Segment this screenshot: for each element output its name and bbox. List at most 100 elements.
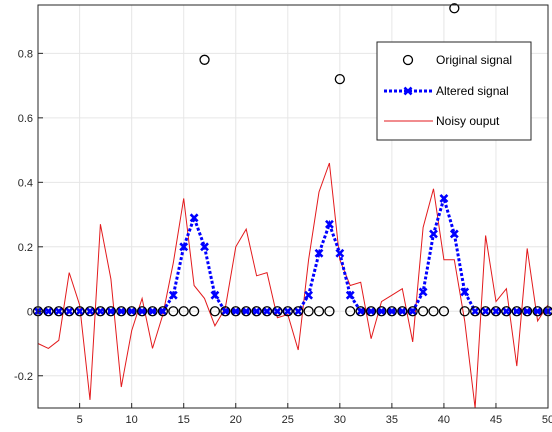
x-tick-label: 25 — [282, 414, 294, 426]
original-signal-point — [105, 306, 117, 317]
altered-signal-point — [116, 306, 126, 316]
original-signal-point — [126, 306, 137, 317]
altered-signal-point — [533, 306, 543, 316]
altered-signal-point — [501, 306, 511, 316]
altered-signal-point — [200, 242, 209, 252]
legend-x-marker — [403, 86, 413, 96]
y-axis: -0.2 0 0.2 0.4 0.6 0.8 — [14, 48, 43, 383]
original-signal-point — [355, 306, 366, 317]
altered-signal-point — [96, 306, 105, 316]
altered-signal-point — [283, 306, 293, 316]
original-signal-point — [490, 306, 502, 317]
original-signal-point — [95, 306, 106, 317]
y-tick-label: 0.6 — [18, 113, 33, 125]
y-tick-label: 0.2 — [18, 242, 33, 254]
original-signal-point — [230, 306, 241, 317]
x-tick-label: 20 — [230, 414, 242, 426]
x-axis: 5 10 15 20 25 30 35 40 45 50 — [77, 403, 552, 426]
legend-label-noisy: Noisy ouput — [436, 114, 500, 128]
altered-signal-point — [522, 306, 532, 316]
original-signal-point — [376, 306, 387, 317]
y-tick-label: -0.2 — [14, 371, 33, 383]
altered-signal-point — [85, 306, 95, 316]
altered-signal-point — [439, 194, 449, 203]
altered-signal-point — [220, 306, 230, 316]
original-signal-point — [480, 306, 491, 317]
altered-signal-point — [137, 306, 147, 316]
legend-entry-original: Original signal — [402, 53, 512, 67]
original-signal-point — [188, 306, 200, 317]
original-signal-point — [397, 306, 408, 317]
plot-frame — [37, 4, 549, 409]
altered-signal-point — [148, 306, 157, 316]
altered-signal-point — [210, 290, 220, 300]
original-signal-point — [313, 306, 325, 317]
altered-signal-point — [429, 229, 438, 239]
altered-signal-point — [304, 290, 314, 300]
altered-signal-point — [75, 306, 85, 316]
x-tick-label: 50 — [542, 414, 552, 426]
altered-signal-point — [397, 306, 407, 316]
altered-signal-point — [189, 213, 199, 223]
original-signal-point — [324, 306, 335, 317]
original-signal-point — [303, 306, 314, 317]
x-tick-label: 30 — [334, 414, 346, 426]
original-signal-point — [84, 306, 96, 317]
x-tick-label: 35 — [386, 414, 398, 426]
noisy-output-line — [37, 162, 549, 409]
altered-signal-point — [481, 306, 490, 316]
legend-label-original: Original signal — [436, 53, 512, 67]
original-signal-point — [522, 306, 533, 317]
original-signal-point — [272, 306, 283, 317]
altered-signal-point — [449, 229, 459, 239]
altered-signal-point — [272, 306, 282, 316]
altered-signal-point — [377, 306, 386, 316]
original-signal-point — [438, 306, 450, 317]
legend: Original signal Altered signal Noisy oup… — [376, 41, 532, 141]
original-signal-point — [43, 306, 54, 317]
altered-signal-point — [325, 219, 334, 229]
altered-signal-point — [408, 306, 418, 316]
altered-signal-point — [387, 306, 397, 316]
original-signal-point — [469, 306, 481, 317]
altered-signal-point — [168, 290, 178, 300]
original-signal-point — [209, 306, 221, 317]
original-signal-point — [199, 54, 210, 65]
altered-signal-point — [64, 306, 74, 316]
original-signal-point — [261, 306, 273, 317]
noisy-series — [37, 162, 549, 409]
x-tick-label: 45 — [490, 414, 502, 426]
original-signal-point — [241, 306, 252, 317]
altered-signal-point — [241, 306, 251, 316]
altered-signal-point — [345, 290, 355, 300]
x-tick-label: 10 — [126, 414, 138, 426]
original-signal-point — [428, 306, 439, 317]
altered-signal-point — [252, 306, 261, 316]
original-signal-point — [417, 306, 429, 317]
original-series — [32, 3, 552, 317]
altered-signal-point — [262, 306, 272, 316]
original-signal-point — [449, 3, 460, 14]
legend-circle-marker — [402, 54, 414, 66]
original-signal-point — [511, 306, 522, 317]
altered-signal-point — [293, 306, 303, 316]
altered-signal-point — [54, 306, 64, 316]
legend-label-altered: Altered signal — [436, 84, 509, 98]
original-signal-point — [136, 306, 148, 317]
altered-signal-point — [335, 248, 345, 258]
altered-signal-point — [127, 306, 137, 316]
original-signal-point — [178, 306, 189, 317]
original-signal-point — [293, 306, 304, 317]
y-tick-label: 0 — [27, 306, 33, 318]
original-signal-point — [251, 306, 262, 317]
legend-entry-altered: Altered signal — [384, 84, 509, 98]
original-signal-point — [220, 306, 231, 317]
altered-signal-point — [366, 306, 376, 316]
original-signal-point — [53, 306, 64, 317]
original-signal-point — [157, 306, 169, 317]
altered-signal-point — [314, 248, 324, 258]
x-tick-label: 5 — [77, 414, 83, 426]
original-signal-point — [407, 306, 418, 317]
original-signal-point — [365, 306, 377, 317]
original-signal-point — [532, 306, 543, 317]
